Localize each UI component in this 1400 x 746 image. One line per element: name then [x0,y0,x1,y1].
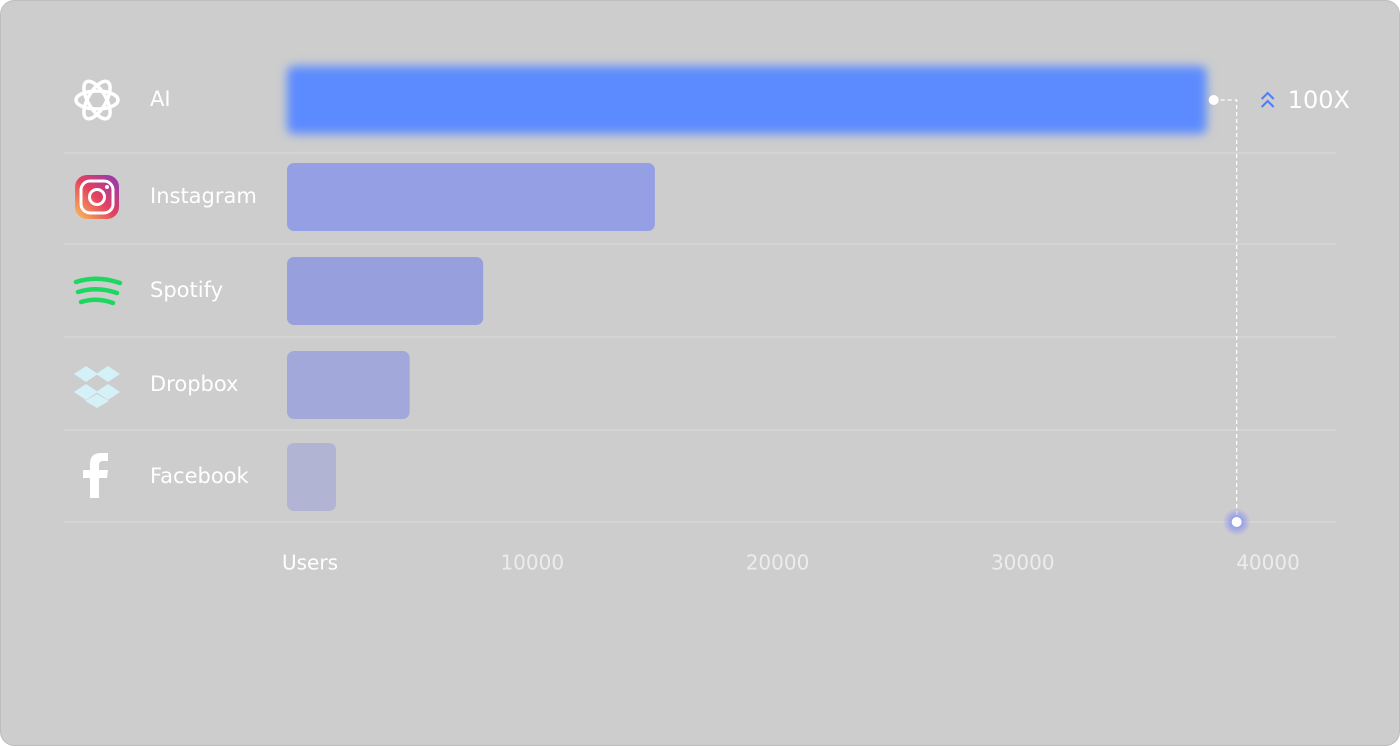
bar [287,257,484,325]
instagram-icon [75,175,119,219]
x-tick-label: 30000 [991,551,1055,575]
x-tick-label: 10000 [500,551,564,575]
facebook-icon [83,453,108,498]
bar [287,66,1207,134]
annotation: 100X [1288,86,1350,114]
spotify-icon [73,276,123,306]
connector-dot [1208,95,1219,105]
category-label: Dropbox [150,372,238,396]
ai-icon [74,79,120,121]
category-label: AI [150,87,171,111]
connector [1213,99,1238,522]
category-label: Facebook [150,464,250,488]
category-label: Spotify [150,278,223,302]
bar [287,443,337,511]
x-tick-label: 20000 [746,551,810,575]
chevron-icon [1260,91,1275,108]
dropbox-icon [74,366,120,408]
x-axis-label: Users [282,551,338,575]
x-tick-label: 40000 [1236,551,1300,575]
connector-dot [1231,517,1242,527]
category-label: Instagram [150,184,257,208]
bar [287,163,655,231]
bar [287,351,410,419]
row-separators [64,152,1336,523]
